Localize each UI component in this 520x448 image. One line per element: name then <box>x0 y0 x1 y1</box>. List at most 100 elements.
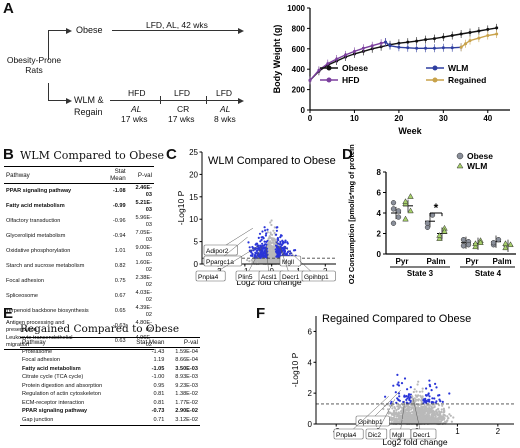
data-point <box>317 69 320 72</box>
gene-label: Pnpla4 <box>336 432 357 439</box>
data-point <box>279 242 281 244</box>
y-axis-label: -Log10 P <box>176 190 186 225</box>
stat-mean-cell: 0.81 <box>126 399 167 408</box>
data-point <box>287 242 289 244</box>
data-point <box>393 411 395 413</box>
data-point <box>276 247 278 249</box>
data-point <box>390 401 392 403</box>
data-point <box>460 33 463 36</box>
data-point <box>403 199 409 204</box>
data-point <box>433 412 435 414</box>
data-point <box>248 260 250 262</box>
data-point <box>276 230 278 232</box>
pathway-cell: Focal adhesion <box>4 274 96 289</box>
table-row: Glycerolipid metabolism -0.94 7.05E-03 <box>4 229 154 244</box>
data-point <box>425 387 427 389</box>
data-point <box>283 251 285 253</box>
data-point <box>270 259 272 261</box>
tick-1 <box>160 96 161 104</box>
data-point <box>269 245 271 247</box>
data-point <box>435 386 437 388</box>
table-row: Starch and sucrose metabolism 0.82 1.60E-0… <box>4 259 154 274</box>
data-point <box>270 224 272 226</box>
stat-mean-cell: 0.95 <box>126 382 167 391</box>
y-tick-label: 0 <box>308 420 313 429</box>
table-row: Oxidative phosphorylation 1.01 9.00E-03 <box>4 244 154 259</box>
data-point <box>432 417 434 419</box>
gene-label: Plin5 <box>238 274 253 281</box>
data-point <box>393 406 395 408</box>
pval-cell: 9.23E-03 <box>166 382 200 391</box>
gene-label: Mgll <box>392 432 404 439</box>
data-point <box>404 377 406 379</box>
pathway-cell: Spliceosome <box>4 289 96 304</box>
data-point <box>469 39 472 42</box>
pathway-cell: PPAR signaling pathway <box>4 184 96 200</box>
data-point <box>425 221 430 226</box>
table-row: ECM-receptor interaction 0.81 1.77E-02 <box>20 399 200 408</box>
pathway-cell: Regulation of actin cytoskeleton <box>20 391 126 400</box>
y-tick-label: 400 <box>292 65 306 74</box>
table-row: Protein digestion and absorption 0.95 9.23… <box>20 382 200 391</box>
y-tick-label: 0 <box>301 106 306 115</box>
pval-cell: 4.39E-02 <box>128 304 154 319</box>
y-tick-label: 4 <box>377 209 382 218</box>
data-point <box>451 46 454 49</box>
data-point <box>412 418 414 420</box>
data-point <box>433 47 436 50</box>
y-tick-label: 600 <box>292 45 306 54</box>
x-tick-label: 40 <box>483 114 492 123</box>
legend-label: Regained <box>448 75 486 85</box>
data-point <box>353 50 356 53</box>
x-tick-label: 30 <box>439 114 448 123</box>
data-point <box>395 391 397 393</box>
data-point <box>428 407 430 409</box>
pval-cell: 8.66E-04 <box>166 357 200 366</box>
stat-mean-cell: 0.67 <box>96 289 127 304</box>
table-row: Spliceosome 0.67 4.03E-02 <box>4 289 154 304</box>
plot-title: Regained Compared to Obese <box>322 313 471 325</box>
pathway-table-regained: Pathway Stat Mean P-val Proteasome -1.43 1… <box>20 337 200 426</box>
data-point <box>262 248 264 250</box>
data-point <box>446 419 448 421</box>
branch-down-line <box>48 83 49 100</box>
data-point <box>408 420 410 422</box>
data-point <box>437 419 439 421</box>
arrow-icon <box>66 28 72 34</box>
data-point <box>389 405 391 407</box>
col-pval: P-val <box>128 167 154 184</box>
data-point <box>269 250 271 252</box>
data-point <box>460 46 463 49</box>
data-point <box>415 47 418 50</box>
data-point <box>256 250 258 252</box>
data-point <box>391 413 393 415</box>
step2-dur: 17 wks <box>168 114 194 124</box>
gene-label: Gpihbp1 <box>304 274 329 281</box>
data-point <box>406 41 409 44</box>
data-point <box>396 413 398 415</box>
obese-label: Obese <box>76 25 103 35</box>
data-point <box>384 41 387 44</box>
data-point <box>412 407 414 409</box>
x-tick-label: 1 <box>455 427 460 436</box>
gene-label-leader <box>348 396 389 434</box>
data-point <box>477 37 480 40</box>
gene-label: Decr1 <box>413 432 431 439</box>
data-point <box>437 408 439 410</box>
stat-mean-cell: -1.08 <box>96 184 127 200</box>
data-point <box>461 243 466 248</box>
gene-label: Gpihbp1 <box>358 419 383 426</box>
data-point <box>261 230 263 232</box>
data-point <box>401 382 403 384</box>
y-tick-label: 6 <box>377 189 382 198</box>
stat-mean-cell: -1.05 <box>126 365 167 374</box>
stat-mean-cell: -1.00 <box>126 374 167 383</box>
data-point <box>398 411 400 413</box>
data-point <box>398 399 400 401</box>
data-point <box>406 405 408 407</box>
data-point <box>441 408 443 410</box>
gene-label: Ppargc1a <box>206 259 234 266</box>
data-point <box>417 383 419 385</box>
data-point <box>388 411 390 413</box>
table-row: PPAR signaling pathway -1.08 2.46E-03 <box>4 184 154 200</box>
